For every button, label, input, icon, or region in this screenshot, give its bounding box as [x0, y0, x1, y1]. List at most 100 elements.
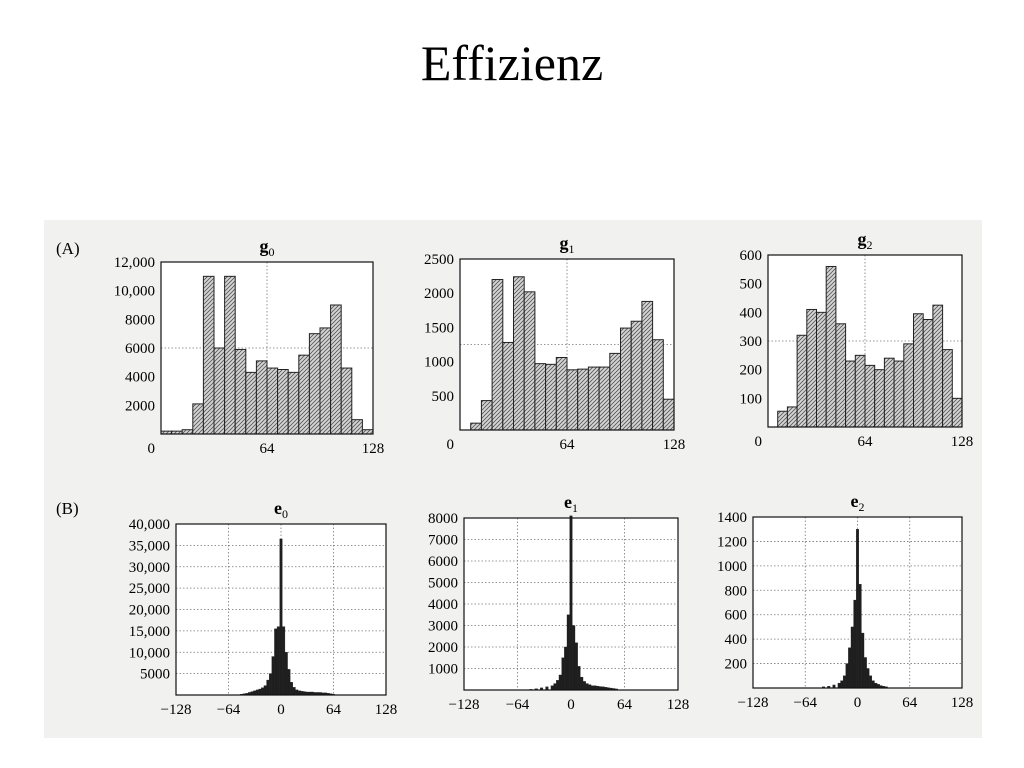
histogram-bar: [587, 366, 600, 431]
histogram-bar: [513, 276, 525, 431]
y-tick-label: 8000: [428, 511, 458, 527]
histogram-bar: [856, 529, 859, 689]
y-tick-label: 100: [740, 391, 763, 407]
histogram-bar: [806, 308, 817, 428]
histogram-bar: [480, 400, 493, 431]
histogram-bar: [572, 625, 576, 691]
x-tick-label: 64: [902, 695, 918, 711]
histogram-bar: [545, 363, 557, 431]
plot-frame: [463, 517, 679, 691]
histogram-bar: [861, 632, 865, 689]
histogram-bar: [340, 367, 353, 435]
histogram-bar: [491, 279, 504, 431]
histogram-bar: [854, 354, 866, 428]
histogram-bar: [866, 668, 870, 689]
histogram-bar: [261, 687, 265, 696]
y-tick-label: 6000: [125, 341, 155, 357]
histogram-bar: [556, 680, 560, 691]
histogram-bar: [292, 687, 296, 696]
x-tick-label: 64: [326, 702, 342, 718]
histogram-bar: [850, 626, 854, 689]
y-tick-label: 10,000: [114, 284, 155, 300]
histogram-bar: [319, 327, 332, 435]
y-tick-label: 1000: [424, 355, 454, 371]
chart-title: e2: [851, 491, 865, 514]
histogram-bar: [874, 682, 878, 689]
x-tick-label: 0: [148, 441, 156, 457]
histogram-bar: [845, 663, 849, 689]
histogram-bar: [274, 628, 278, 696]
y-tick-label: 400: [725, 632, 748, 648]
histogram-bar: [234, 348, 247, 435]
x-tick-label: −128: [738, 695, 769, 711]
histogram-bar: [652, 339, 664, 431]
y-tick-label: 7000: [428, 533, 458, 549]
histogram-bar: [932, 304, 944, 428]
histogram-bar: [874, 369, 885, 428]
chart-title: e1: [564, 492, 578, 515]
y-tick-label: 1500: [424, 320, 454, 336]
y-tick-label: 500: [432, 389, 455, 405]
x-tick-label: 128: [375, 702, 398, 718]
y-tick-label: 2500: [424, 252, 454, 268]
histogram-bar: [883, 357, 895, 428]
histogram-bar: [922, 319, 934, 428]
histogram-bar: [213, 347, 226, 435]
histogram-bar: [835, 323, 847, 428]
chart-g2: 100 200 300 400 500 600 0 64 128 g2: [740, 229, 974, 450]
histogram-bar: [858, 584, 862, 689]
histogram-bar: [269, 673, 272, 696]
x-tick-label: −128: [161, 702, 192, 718]
y-tick-label: 2000: [428, 640, 458, 656]
y-tick-label: 35,000: [129, 538, 170, 554]
histogram-bar: [255, 360, 268, 435]
histogram-bar: [361, 429, 374, 435]
histogram-bar: [558, 674, 562, 691]
histogram-bar: [630, 320, 643, 431]
chart-g0: 2000 4000 6000 8000 10,000 12,000 0 64 128 g0: [114, 236, 385, 457]
y-tick-label: 5000: [428, 576, 458, 592]
y-tick-label: 4000: [125, 370, 155, 386]
plot-frame: [160, 261, 374, 435]
x-tick-label: −128: [449, 697, 480, 713]
histogram-bar: [308, 333, 321, 435]
histogram-bar: [816, 311, 827, 428]
y-tick-label: 5000: [140, 667, 170, 683]
histogram-bar: [550, 685, 554, 691]
histogram-bar: [942, 349, 953, 428]
y-tick-label: 20,000: [129, 603, 170, 619]
histogram-bar: [903, 343, 914, 428]
histogram-bar: [590, 685, 594, 691]
histogram-bar: [181, 429, 194, 435]
histogram-bar: [564, 646, 568, 691]
histogram-bar: [842, 675, 846, 689]
chart-e2: 200 400 600 800 1000 1200 1400 −128 −64 0 64 128 e2: [717, 491, 973, 711]
y-tick-label: 300: [740, 334, 763, 350]
x-tick-label: 128: [951, 695, 974, 711]
panel-letter-b: (B): [56, 499, 79, 518]
histogram-bar: [863, 657, 867, 689]
histogram-bar: [871, 680, 875, 689]
x-tick-label: 0: [755, 434, 763, 450]
histogram-bar: [951, 397, 963, 428]
histogram-bar: [561, 657, 565, 691]
histogram-bar: [277, 369, 289, 435]
y-tick-label: 2000: [125, 398, 155, 414]
chart-g1: 500 1000 1500 2000 2500 0 64 128 g1: [424, 233, 685, 453]
x-tick-label: 0: [567, 697, 575, 713]
histogram-bar: [534, 363, 547, 431]
histogram-bar: [796, 334, 808, 428]
y-tick-label: 2000: [424, 286, 454, 302]
x-tick-label: −64: [506, 697, 530, 713]
chart-title: g0: [260, 236, 275, 259]
y-tick-label: 200: [725, 657, 748, 673]
histogram-bar: [263, 685, 267, 696]
y-tick-label: 15,000: [129, 624, 170, 640]
chart-e0: 5000 10,000 15,000 20,000 25,000 30,000 35,000…: [129, 498, 398, 718]
plot-frame: [752, 516, 963, 689]
histogram-bar: [620, 327, 632, 431]
y-tick-label: 3000: [428, 619, 458, 635]
x-tick-label: 64: [617, 697, 633, 713]
histogram-bar: [566, 369, 579, 431]
